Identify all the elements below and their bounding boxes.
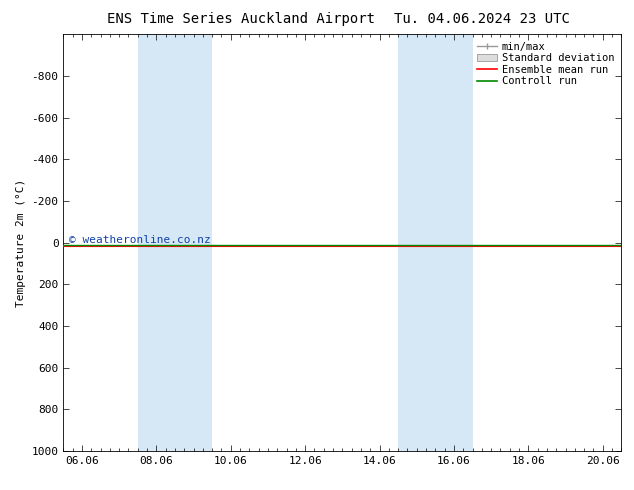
Bar [398,34,472,451]
Text: © weatheronline.co.nz: © weatheronline.co.nz [69,236,210,245]
Bar [138,34,212,451]
Y-axis label: Temperature 2m (°C): Temperature 2m (°C) [16,178,26,307]
Text: Tu. 04.06.2024 23 UTC: Tu. 04.06.2024 23 UTC [394,12,570,26]
Legend: min/max, Standard deviation, Ensemble mean run, Controll run: min/max, Standard deviation, Ensemble me… [474,40,616,88]
Text: ENS Time Series Auckland Airport: ENS Time Series Auckland Airport [107,12,375,26]
